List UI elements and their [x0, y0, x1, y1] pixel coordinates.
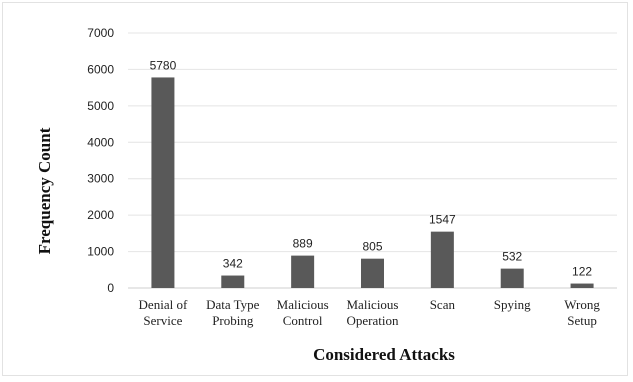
bar: [151, 77, 175, 288]
gridlines: [128, 32, 617, 289]
bar: [361, 258, 384, 288]
x-tick-label: Malicious Operation: [347, 297, 399, 328]
y-axis-tick-labels: 0 1000 2000 3000 4000 5000 6000 7000: [87, 26, 114, 295]
chart-container: 0 1000 2000 3000 4000 5000 6000 7000 5780 342 889…: [2, 2, 628, 376]
y-tick-label: 3000: [87, 172, 114, 186]
y-tick-label: 2000: [87, 208, 114, 222]
data-label: 5780: [150, 58, 177, 72]
data-label: 805: [362, 240, 382, 254]
bar-chart: 0 1000 2000 3000 4000 5000 6000 7000 5780 342 889…: [35, 26, 617, 364]
bar: [500, 268, 524, 288]
bar: [221, 275, 245, 288]
y-tick-label: 7000: [87, 26, 114, 40]
data-label: 889: [293, 237, 313, 251]
bar: [291, 255, 315, 288]
bars: [151, 77, 594, 288]
x-tick-label: Spying: [494, 297, 531, 312]
y-tick-label: 1000: [87, 245, 114, 259]
x-tick-label: Wrong Setup: [564, 297, 600, 328]
y-tick-label: 5000: [87, 99, 114, 113]
data-label: 122: [572, 265, 592, 279]
bar: [430, 231, 454, 288]
data-label: 1547: [429, 213, 456, 227]
y-tick-label: 6000: [87, 62, 114, 76]
x-tick-label: Malicious Control: [277, 297, 329, 328]
y-axis-title: Frequency Count: [35, 127, 54, 254]
y-tick-label: 0: [107, 281, 114, 295]
x-tick-label: Scan: [430, 297, 456, 312]
x-axis-title: Considered Attacks: [313, 345, 455, 364]
data-labels: 5780 342 889 805 1547 532 122: [150, 58, 593, 278]
data-label: 532: [502, 250, 522, 264]
y-tick-label: 4000: [87, 135, 114, 149]
data-label: 342: [223, 257, 243, 271]
x-tick-label: Data Type Probing: [206, 297, 260, 328]
x-tick-label: Denial of Service: [139, 297, 188, 328]
bar: [570, 283, 594, 288]
x-axis-tick-labels: Denial of Service Data Type Probing Maliciou…: [139, 297, 601, 328]
